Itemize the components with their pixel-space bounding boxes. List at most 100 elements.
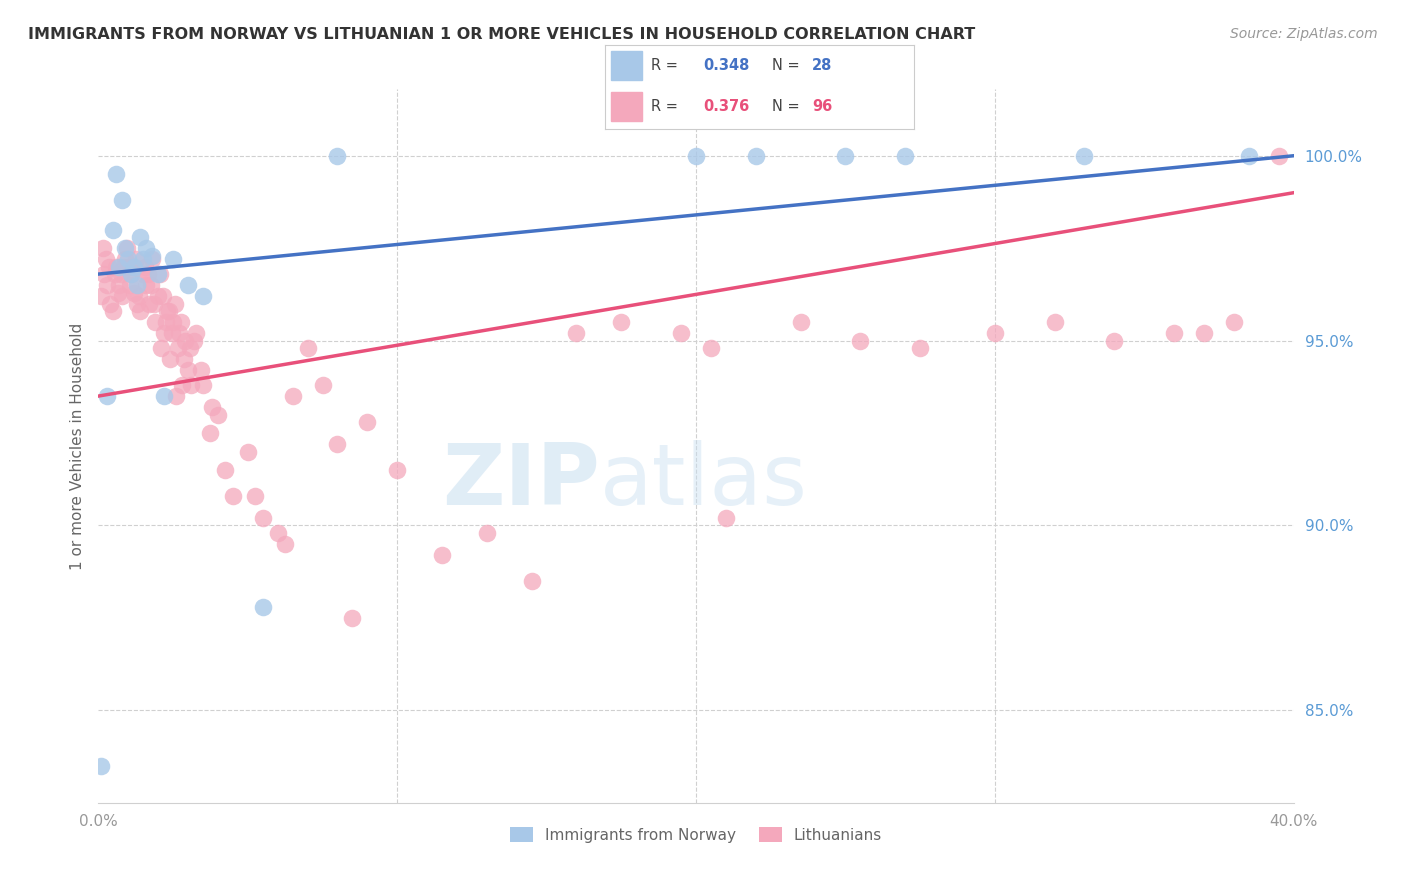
Point [134,260,156,274]
Point [107,285,129,300]
Point [214,463,236,477]
Text: N =: N = [772,58,804,73]
Point [1043,315,1066,329]
Point [834,149,856,163]
Point [104,267,127,281]
Point [326,149,349,163]
Point [167,326,190,341]
Point [93,267,115,281]
Point [685,149,707,163]
Point [222,489,245,503]
Point [180,378,202,392]
Point [165,389,187,403]
Point [105,167,128,181]
Point [127,296,149,310]
Point [177,363,200,377]
Point [297,341,319,355]
Text: IMMIGRANTS FROM NORWAY VS LITHUANIAN 1 OR MORE VEHICLES IN HOUSEHOLD CORRELATION: IMMIGRANTS FROM NORWAY VS LITHUANIAN 1 O… [28,27,976,42]
Point [326,437,349,451]
Point [849,334,872,348]
Legend: Immigrants from Norway, Lithuanians: Immigrants from Norway, Lithuanians [503,821,889,848]
Point [135,278,157,293]
Point [1104,334,1126,348]
Point [132,267,155,281]
Point [118,278,141,293]
Point [157,304,180,318]
Point [149,267,172,281]
Point [520,574,543,588]
Point [124,260,146,274]
Point [129,304,152,318]
Point [111,289,134,303]
Point [142,296,165,310]
Text: R =: R = [651,99,682,114]
Point [342,611,364,625]
Point [245,489,267,503]
Point [112,260,135,274]
Point [166,341,188,355]
Point [162,315,184,329]
Point [610,315,633,329]
Point [121,260,143,274]
Point [430,548,453,562]
Point [127,278,149,293]
Point [153,389,176,403]
Point [475,525,498,540]
Point [97,260,120,274]
Point [172,378,194,392]
Bar [610,52,641,80]
Text: Source: ZipAtlas.com: Source: ZipAtlas.com [1230,27,1378,41]
Point [141,249,163,263]
Point [96,389,118,403]
Point [385,463,409,477]
Point [190,363,212,377]
Point [90,289,112,303]
Point [908,341,931,355]
Point [236,444,259,458]
Point [789,315,811,329]
Point [94,252,117,267]
Point [139,278,162,293]
Point [110,267,132,281]
Text: 96: 96 [811,99,832,114]
Point [111,193,134,207]
Point [117,252,139,267]
Point [714,511,737,525]
Point [274,537,297,551]
Point [565,326,588,341]
Point [148,267,170,281]
Point [163,296,186,310]
Point [207,408,229,422]
Point [156,304,179,318]
Point [96,278,118,293]
Point [155,315,177,329]
Point [143,315,166,329]
Point [141,252,163,267]
Point [200,425,222,440]
Point [173,352,195,367]
Point [152,289,174,303]
Point [252,599,274,614]
Point [669,326,692,341]
Point [984,326,1007,341]
Point [153,326,176,341]
Point [1163,326,1185,341]
Point [135,241,157,255]
Point [159,352,181,367]
Text: N =: N = [772,99,804,114]
Point [120,267,142,281]
Text: 0.376: 0.376 [703,99,749,114]
Point [183,334,205,348]
Point [103,223,125,237]
Point [169,315,191,329]
Point [136,267,159,281]
Point [98,296,122,310]
Text: 28: 28 [811,58,832,73]
Point [160,326,183,341]
Point [108,260,131,274]
Text: R =: R = [651,58,682,73]
Point [267,525,290,540]
Point [177,278,200,293]
Point [745,149,768,163]
Point [132,252,155,267]
